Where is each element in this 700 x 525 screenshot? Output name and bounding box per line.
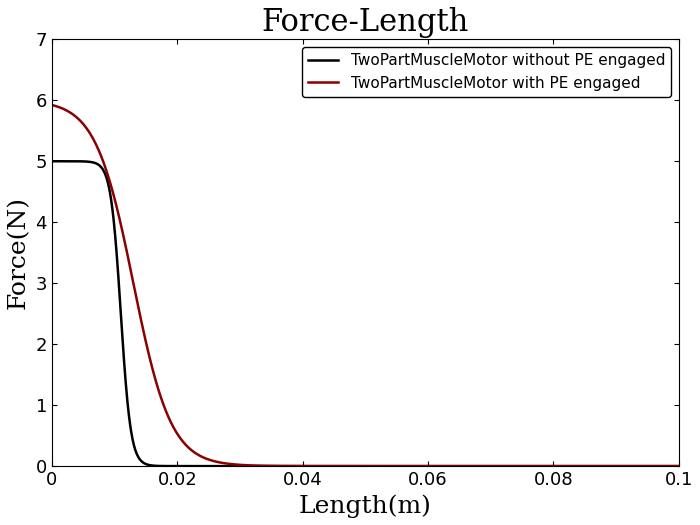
TwoPartMuscleMotor without PE engaged (456, 463, 464, 469)
TwoPartMuscleMotor with PE engaged (675, 463, 683, 469)
TwoPartMuscleMotor with PE engaged (48, 102, 56, 108)
TwoPartMuscleMotor without PE engaged (515, 463, 524, 469)
TwoPartMuscleMotor with PE engaged (564, 463, 572, 469)
TwoPartMuscleMotor without PE engaged (287, 463, 295, 469)
Title: Force-Length: Force-Length (262, 7, 469, 38)
Line: TwoPartMuscleMotor with PE engaged: TwoPartMuscleMotor with PE engaged (52, 105, 679, 466)
X-axis label: Length(m): Length(m) (299, 495, 432, 518)
TwoPartMuscleMotor with PE engaged (162, 407, 170, 414)
Y-axis label: Force(N): Force(N) (7, 196, 30, 309)
TwoPartMuscleMotor without PE engaged (48, 158, 56, 164)
TwoPartMuscleMotor with PE engaged (456, 463, 464, 469)
Legend: TwoPartMuscleMotor without PE engaged, TwoPartMuscleMotor with PE engaged: TwoPartMuscleMotor without PE engaged, T… (302, 47, 671, 97)
TwoPartMuscleMotor without PE engaged (564, 463, 572, 469)
TwoPartMuscleMotor without PE engaged (675, 463, 683, 469)
TwoPartMuscleMotor without PE engaged (424, 463, 432, 469)
TwoPartMuscleMotor without PE engaged (162, 463, 170, 469)
TwoPartMuscleMotor with PE engaged (515, 463, 524, 469)
TwoPartMuscleMotor with PE engaged (287, 463, 295, 469)
Line: TwoPartMuscleMotor without PE engaged: TwoPartMuscleMotor without PE engaged (52, 161, 679, 466)
TwoPartMuscleMotor with PE engaged (424, 463, 432, 469)
